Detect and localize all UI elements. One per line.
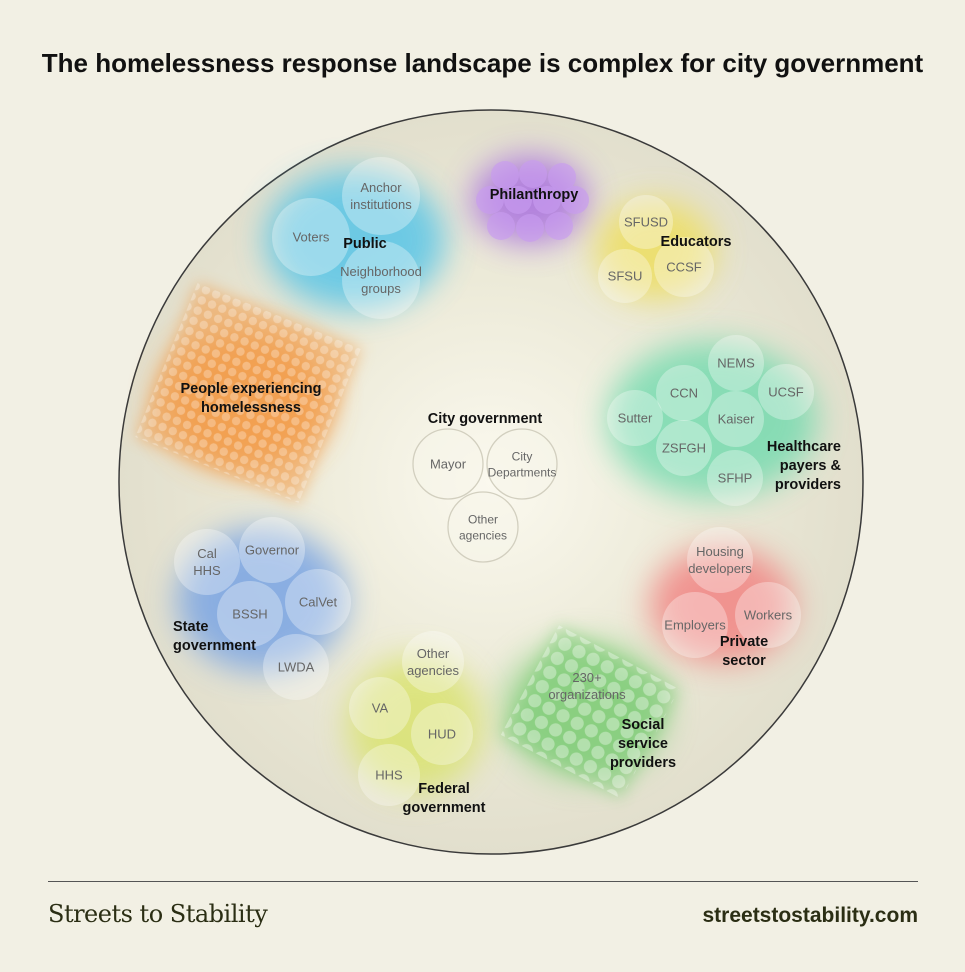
- educators-node-sfusd-circle: [619, 195, 673, 249]
- private_sector-node-housing-developers-label: Housing developers: [688, 544, 752, 576]
- philanthropy-bubbles: [476, 160, 589, 242]
- state-node-lwda-label: LWDA: [278, 660, 315, 675]
- federal-node-va-circle: [349, 677, 411, 739]
- group-labels: Public Philanthropy Educators Healthcare pay…: [173, 187, 842, 816]
- group-label-educators: Educators: [661, 234, 732, 250]
- brand-logo: Streets to Stability: [48, 900, 268, 928]
- group-glows: [160, 156, 817, 793]
- healthcare-node-sutter-label: Sutter: [618, 411, 653, 426]
- city-node-mayor-circle: [412, 428, 484, 500]
- city-node-city-departments-label: City Departments: [488, 450, 557, 480]
- public-node-anchor-institutions-circle: [342, 157, 420, 235]
- social_services-node-230-organizations-label: 230+ organizations: [548, 670, 626, 702]
- state-node-calvet-circle: [285, 569, 351, 635]
- educators-node-sfusd-label: SFUSD: [624, 215, 668, 230]
- group-label-philanthropy: Philanthropy: [490, 187, 579, 203]
- healthcare-node-zsfgh-label: ZSFGH: [662, 441, 706, 456]
- healthcare-node-nems-label: NEMS: [717, 356, 755, 371]
- city-node-city-departments-circle: [486, 428, 558, 500]
- federal-node-other-agencies-circle: [402, 631, 464, 693]
- member-nodes: Anchor institutions Voters Neighborhood grou…: [174, 157, 814, 806]
- healthcare-node-zsfgh-circle: [656, 420, 712, 476]
- state-node-bssh-label: BSSH: [232, 607, 267, 622]
- group-label-social_services: Social service providers: [610, 717, 676, 771]
- state-node-cal-hhs-circle: [174, 529, 240, 595]
- site-url[interactable]: streetstostability.com: [702, 904, 918, 927]
- public-node-neighborhood-groups-label: Neighborhood groups: [340, 264, 422, 296]
- healthcare-node-kaiser-label: Kaiser: [718, 412, 756, 427]
- educators-node-sfsu-circle: [598, 249, 652, 303]
- healthcare-node-ccn-circle: [656, 365, 712, 421]
- healthcare-node-sfhp-label: SFHP: [718, 471, 753, 486]
- healthcare-node-sutter-circle: [607, 390, 663, 446]
- private_sector-node-housing-developers-circle: [687, 527, 753, 593]
- healthcare-node-ccn-label: CCN: [670, 386, 698, 401]
- footer-divider: [48, 881, 918, 882]
- page-title: The homelessness response landscape is c…: [41, 48, 924, 78]
- group-label-private_sector: Private sector: [720, 634, 768, 669]
- group-label-public: Public: [343, 236, 387, 252]
- public-node-voters-circle: [272, 198, 350, 276]
- federal-node-hhs-label: HHS: [375, 768, 403, 783]
- federal-node-other-agencies-label: Other agencies: [407, 646, 460, 678]
- public-node-anchor-institutions-label: Anchor institutions: [350, 180, 412, 212]
- state-node-cal-hhs-label: Cal HHS: [193, 546, 221, 578]
- state-node-calvet-label: CalVet: [299, 595, 338, 610]
- state-node-bssh-circle: [217, 581, 283, 647]
- educators-node-sfsu-label: SFSU: [608, 269, 643, 284]
- city-node-other-agencies-label: Other agencies: [459, 513, 507, 543]
- group-label-federal: Federal government: [403, 781, 486, 816]
- private_sector-node-employers-label: Employers: [664, 618, 726, 633]
- private_sector-node-employers-circle: [662, 592, 728, 658]
- healthcare-node-sfhp-circle: [707, 450, 763, 506]
- group-label-state: State government: [173, 619, 256, 654]
- federal-node-va-label: VA: [372, 701, 389, 716]
- state-node-governor-circle: [239, 517, 305, 583]
- group-label-city: City government: [428, 411, 543, 427]
- group-label-healthcare: Healthcare payers & providers: [767, 439, 842, 493]
- state-node-governor-label: Governor: [245, 543, 300, 558]
- state-node-lwda-circle: [263, 634, 329, 700]
- federal-node-hhs-circle: [358, 744, 420, 806]
- healthcare-node-nems-circle: [708, 335, 764, 391]
- educators-node-ccsf-label: CCSF: [666, 260, 701, 275]
- healthcare-node-kaiser-circle: [708, 391, 764, 447]
- group-label-people: People experiencing homelessness: [180, 381, 321, 416]
- public-node-neighborhood-groups-circle: [342, 241, 420, 319]
- city-node-other-agencies-circle: [447, 491, 519, 563]
- healthcare-node-ucsf-circle: [758, 364, 814, 420]
- people-dot-grid: [135, 283, 361, 503]
- city-node-mayor-label: Mayor: [430, 457, 467, 472]
- healthcare-node-ucsf-label: UCSF: [768, 385, 803, 400]
- private_sector-node-workers-label: Workers: [744, 608, 793, 623]
- federal-node-hud-circle: [411, 703, 473, 765]
- public-node-voters-label: Voters: [293, 230, 330, 245]
- educators-node-ccsf-circle: [654, 237, 714, 297]
- federal-node-hud-label: HUD: [428, 727, 456, 742]
- social-dot-grid: [500, 625, 680, 799]
- private_sector-node-workers-circle: [735, 582, 801, 648]
- landscape-diagram: Anchor institutions Voters Neighborhood grou…: [118, 109, 864, 855]
